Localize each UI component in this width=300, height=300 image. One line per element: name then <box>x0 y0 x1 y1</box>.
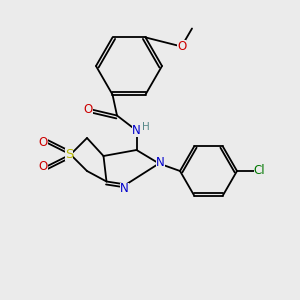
Text: H: H <box>142 122 150 133</box>
Text: N: N <box>156 155 165 169</box>
Text: S: S <box>65 148 73 161</box>
Text: N: N <box>120 182 129 196</box>
Text: O: O <box>177 40 186 53</box>
Text: O: O <box>38 160 47 173</box>
Text: Cl: Cl <box>254 164 265 178</box>
Text: O: O <box>84 103 93 116</box>
Text: O: O <box>38 136 47 149</box>
Text: N: N <box>132 124 141 137</box>
